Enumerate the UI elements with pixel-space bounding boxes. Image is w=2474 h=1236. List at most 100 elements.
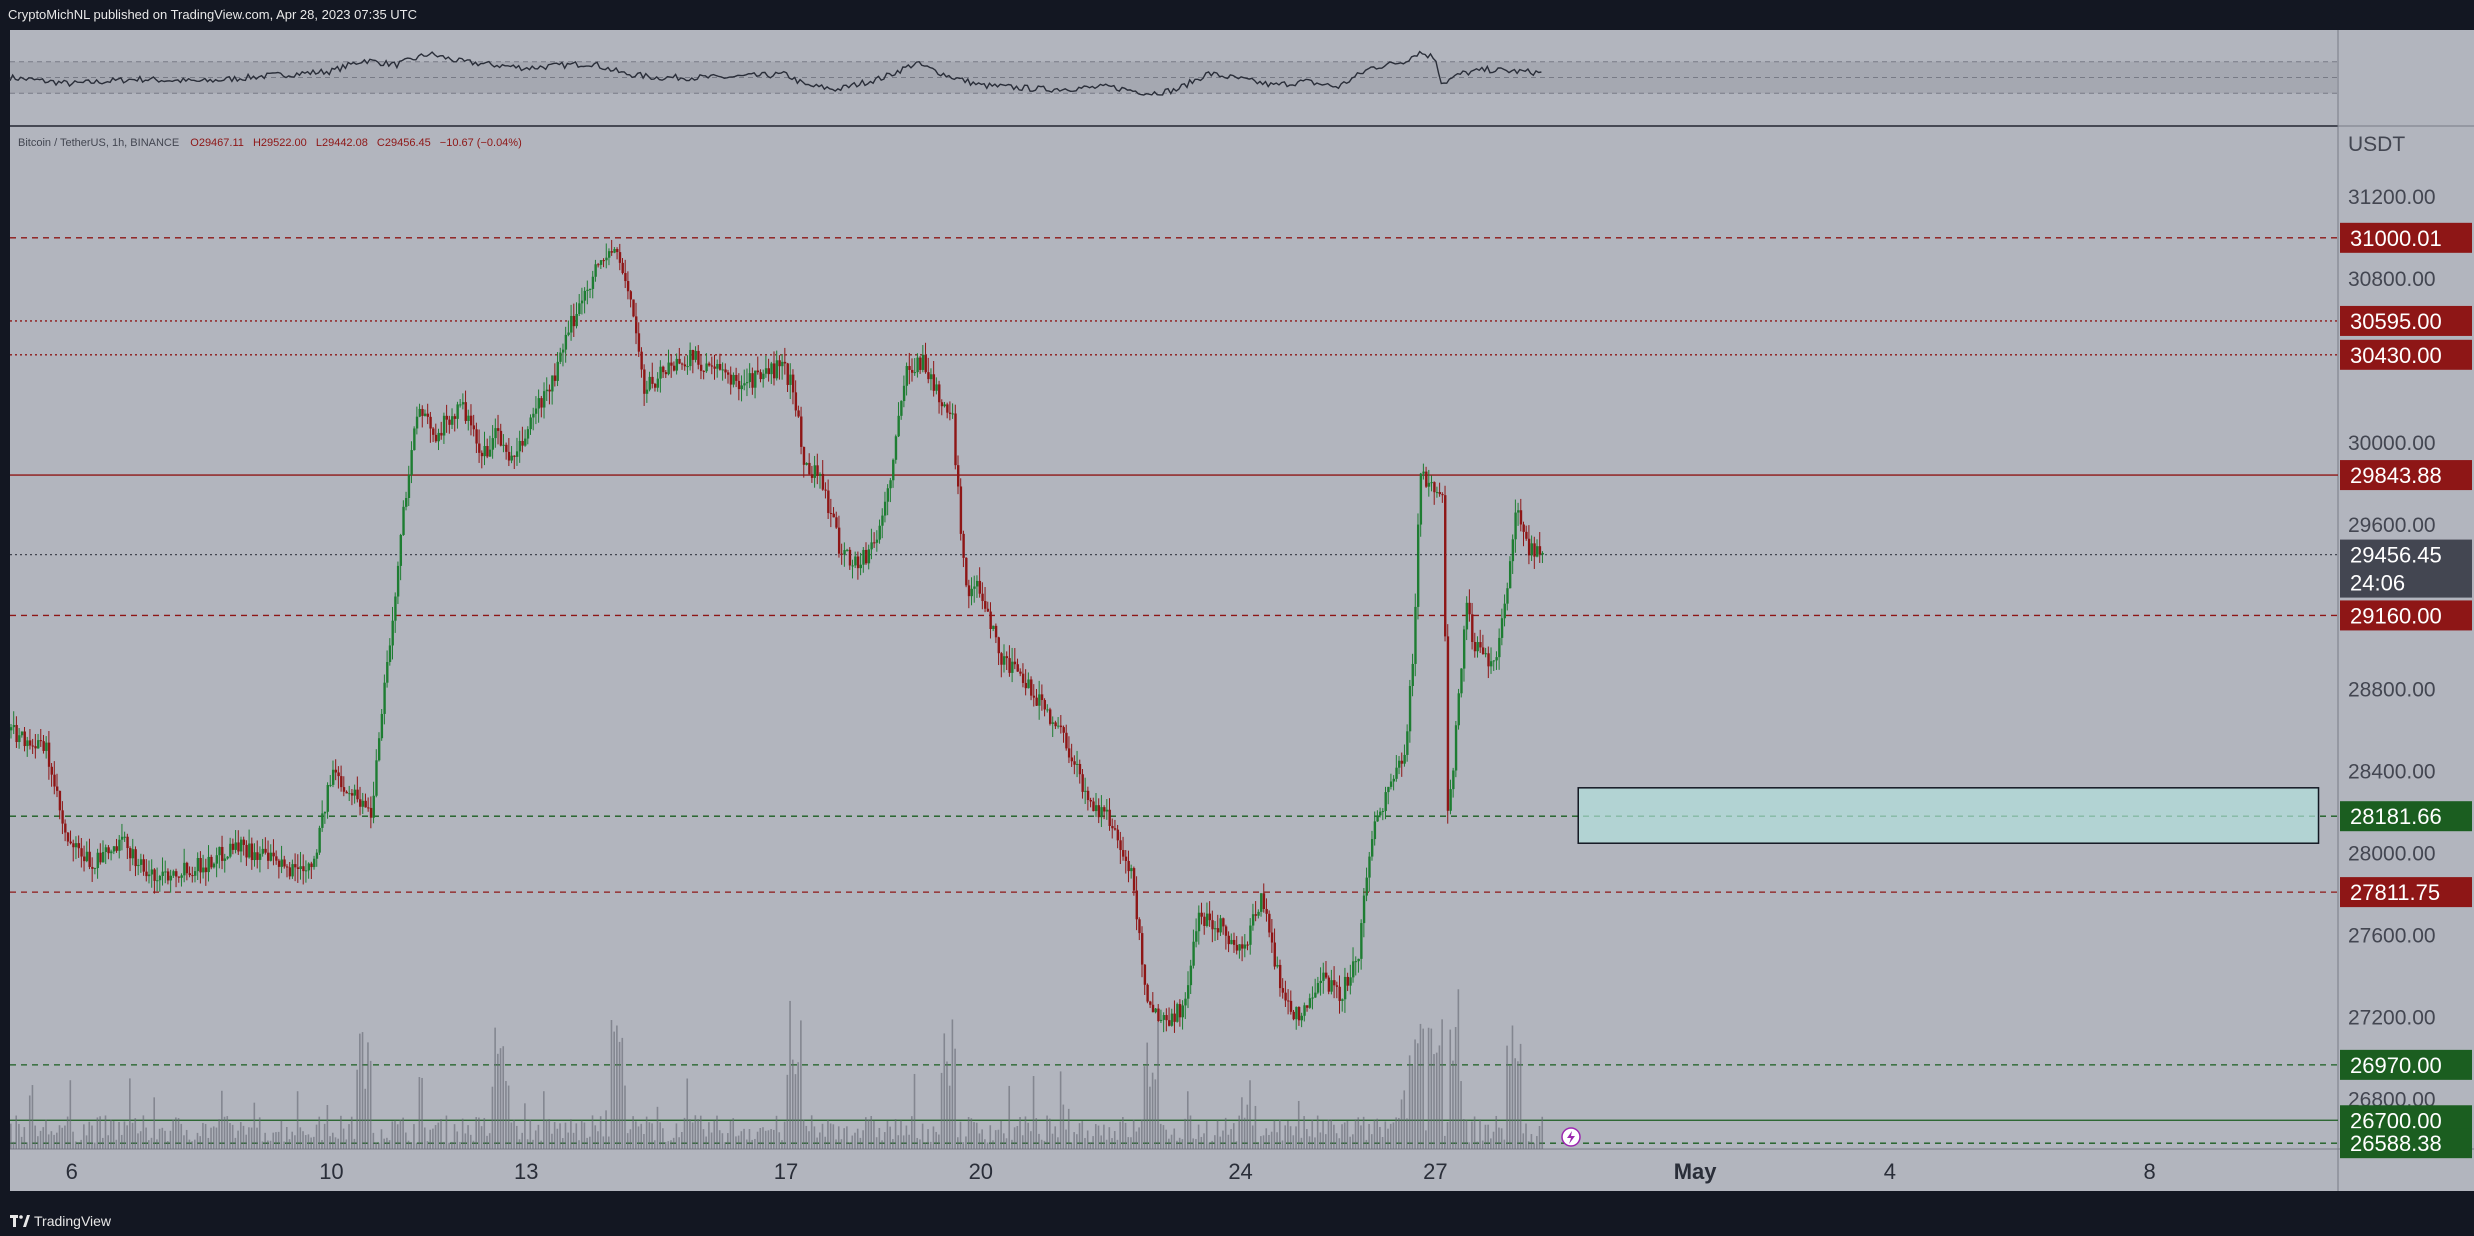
candle [957, 455, 960, 495]
candle-body [1208, 913, 1212, 921]
candle-body [1154, 1008, 1157, 1013]
candle [743, 369, 746, 391]
volume-bar [713, 1120, 716, 1149]
volume-bar [156, 1139, 158, 1149]
volume-bar [161, 1127, 164, 1149]
candle [253, 843, 256, 867]
candle [916, 353, 919, 378]
volume-bar [797, 1062, 799, 1149]
candle-body [556, 361, 559, 381]
candle [55, 773, 59, 798]
candle-body [337, 772, 340, 777]
candle-body [851, 565, 854, 567]
candle-body [302, 866, 305, 872]
candle [1084, 777, 1087, 804]
volume-bar [253, 1102, 256, 1149]
candle [678, 347, 681, 365]
volume-bar [356, 1069, 358, 1149]
candle-body [359, 799, 362, 807]
time-tick-label: 20 [969, 1159, 993, 1184]
candle [994, 623, 998, 644]
support-zone-box[interactable] [1577, 787, 2320, 844]
candle [518, 430, 522, 463]
candle-body [1094, 805, 1098, 812]
candle-body [1030, 679, 1033, 696]
candle [145, 859, 148, 882]
volume-bar [169, 1130, 172, 1149]
volume-bar [394, 1120, 396, 1149]
candle [1398, 756, 1401, 775]
chart-area[interactable]: 31200.0030800.0030000.0029600.0028800.00… [0, 27, 2474, 1207]
candle-body [1235, 944, 1239, 951]
candle [524, 429, 527, 447]
candle [1408, 679, 1412, 743]
candle [1054, 720, 1057, 730]
replay-icon[interactable] [1561, 1127, 1581, 1147]
candle [1149, 1000, 1152, 1009]
volume-bar [729, 1120, 732, 1149]
candle-body [827, 490, 830, 514]
candle-body [1398, 760, 1401, 768]
candle-body [1100, 807, 1103, 818]
volume-bar [1495, 1115, 1498, 1149]
candle-body [115, 846, 118, 851]
candle-body [662, 366, 665, 373]
volume-bar [1536, 1136, 1538, 1149]
candle [610, 239, 614, 256]
level-badge-text: 29456.45 [2350, 543, 2442, 568]
volume-bar [835, 1139, 837, 1149]
candle-body [572, 315, 576, 327]
candle-body [1116, 829, 1120, 841]
level-badge-27811.75: 27811.75 [2340, 877, 2472, 908]
volume-bar [269, 1140, 272, 1149]
candle [1241, 936, 1244, 962]
candle [867, 544, 871, 570]
candle [375, 749, 378, 798]
candle-body [775, 360, 779, 379]
volume-bar [662, 1128, 664, 1149]
candle [1157, 1004, 1160, 1023]
candle [873, 532, 876, 548]
volume-bar [1076, 1134, 1078, 1149]
candle-body [142, 859, 145, 872]
candle [1000, 651, 1003, 678]
candle [23, 726, 26, 752]
volume-bar [1322, 1120, 1324, 1149]
candle-body [889, 480, 892, 489]
volume-bar [248, 1127, 250, 1149]
candle-body [237, 842, 240, 852]
candle-body [740, 385, 743, 390]
candle [840, 543, 844, 565]
volume-bar [307, 1134, 310, 1149]
candle [794, 380, 798, 417]
volume-bar [515, 1125, 518, 1149]
volume-bar [540, 1140, 542, 1149]
volume-bar [1192, 1138, 1194, 1149]
volume-bar [778, 1132, 781, 1149]
volume-bar [1043, 1140, 1046, 1149]
candle-body [810, 474, 814, 478]
volume-bar [231, 1124, 234, 1149]
candle [467, 409, 470, 431]
candle [1492, 660, 1496, 671]
volume-bar [1514, 1058, 1516, 1149]
volume-bar [1427, 1027, 1430, 1149]
candle-body [483, 446, 486, 457]
candle-body [1297, 1007, 1301, 1021]
volume-bar [613, 1031, 615, 1149]
volume-bar [672, 1137, 675, 1149]
volume-bar [388, 1140, 391, 1149]
candle [1048, 707, 1052, 726]
candle [1387, 786, 1390, 805]
candle [656, 372, 660, 392]
candle [1538, 532, 1542, 563]
candle [762, 369, 765, 388]
candle [1135, 876, 1138, 931]
candle-body [632, 299, 635, 317]
volume-bar [28, 1095, 31, 1149]
candle [326, 782, 329, 819]
candle-body [423, 413, 427, 416]
volume-bar [175, 1117, 177, 1149]
candle [120, 823, 124, 851]
candle-body [280, 859, 283, 867]
